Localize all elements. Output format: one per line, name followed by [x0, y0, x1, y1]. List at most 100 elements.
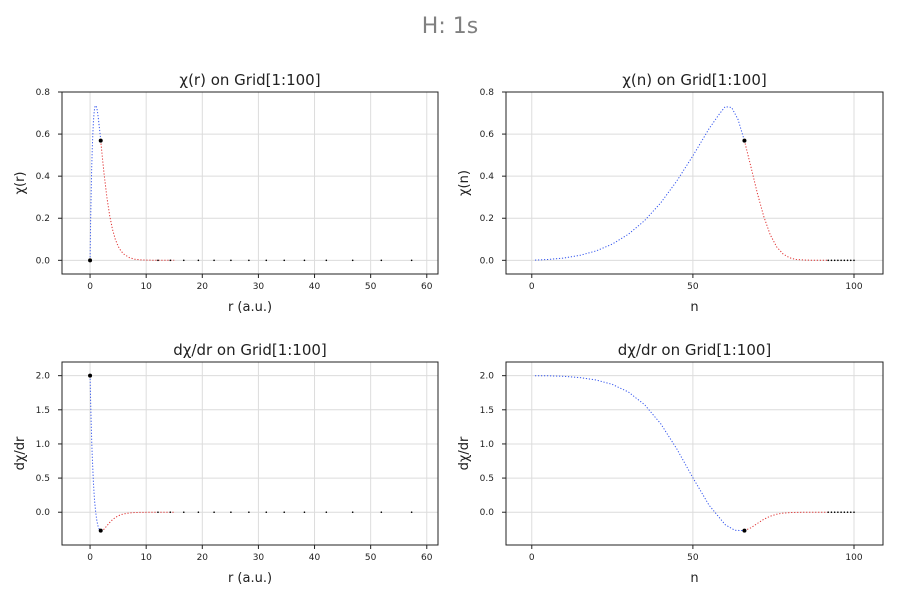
chi-r-marker	[88, 258, 93, 263]
chi-n-xlabel: n	[690, 300, 698, 315]
dchi-n-grid-point	[827, 511, 830, 514]
dchi-r-grid-point	[380, 511, 383, 514]
chi-r-ytick-label: 0.6	[36, 130, 51, 140]
chi-r-grid-point	[213, 259, 215, 262]
dchi-n-xlabel: n	[690, 571, 698, 586]
dchi-n-ytick-label: 2.0	[480, 372, 495, 382]
dchi-r-xtick-label: 10	[140, 553, 152, 563]
chi-r-xtick-label: 10	[140, 282, 152, 292]
dchi-r-xtick-label: 30	[253, 553, 265, 563]
chi-n-grid-point	[830, 259, 833, 262]
dchi-r-grid-point	[410, 511, 413, 514]
dchi-n-grid-point	[833, 511, 836, 514]
dchi-n-grid-point	[830, 511, 833, 514]
chi-n-ylabel: χ(n)	[457, 170, 472, 196]
dchi-n-xtick-label: 100	[845, 553, 862, 563]
dchi-r-xlabel: r (a.u.)	[228, 571, 272, 586]
chi-n-plot-frame	[505, 91, 884, 275]
dchi-n-xtick-label: 50	[687, 553, 699, 563]
dchi-r-marker	[88, 373, 93, 378]
dchi-n-grid-point	[853, 511, 855, 514]
dchi-r-ytick-label: 2.0	[36, 372, 51, 382]
chi-r-grid-point	[283, 259, 286, 262]
dchi-r-grid-point	[283, 511, 286, 514]
chi-r-xtick-label: 50	[365, 282, 377, 292]
chi-r-series-red	[100, 140, 175, 261]
dchi-r-grid-point	[213, 511, 215, 514]
dchi-r-ytick-label: 1.5	[36, 406, 50, 416]
dchi-r-plot-frame	[61, 361, 439, 546]
chi-r-marker	[98, 138, 103, 143]
dchi-n-grid-point	[846, 511, 849, 514]
chi-n-grid-point	[843, 259, 846, 262]
chi-r-xlabel: r (a.u.)	[228, 300, 272, 315]
chi-n-ytick-label: 0.2	[480, 214, 494, 224]
dchi-n-ytick-label: 1.0	[480, 440, 495, 450]
dchi-n-ytick-label: 0.5	[480, 474, 494, 484]
dchi-r-grid-point	[230, 511, 232, 514]
chi-r-grid-point	[303, 259, 306, 262]
chi-r-grid-point	[197, 259, 200, 262]
dchi-n-grid-point	[840, 511, 842, 514]
dchi-r-xtick-label: 50	[365, 553, 377, 563]
chi-r-ylabel: χ(r)	[13, 172, 28, 195]
dchi-r-ylabel: dχ/dr	[13, 436, 28, 470]
chi-r-ytick-label: 0.2	[36, 214, 50, 224]
dchi-r-xtick-label: 60	[421, 553, 433, 563]
chi-n-ytick-label: 0.8	[480, 88, 495, 98]
dchi-n-ytick-label: 1.5	[480, 406, 494, 416]
dchi-n-grid-point	[843, 511, 846, 514]
chi-r-grid-point	[230, 259, 232, 262]
chi-r-xtick-label: 60	[421, 282, 433, 292]
dchi-r-grid-point	[325, 511, 328, 514]
figure-title: H: 1s	[421, 14, 479, 39]
dchi-r-title: dχ/dr on Grid[1:100]	[173, 341, 327, 359]
chi-r-ytick-label: 0.0	[36, 256, 51, 266]
chi-n-grid-point	[846, 259, 849, 262]
chi-r-grid-point	[325, 259, 328, 262]
chi-n-grid-point	[833, 259, 836, 262]
dchi-n-plot-frame	[505, 361, 884, 546]
dchi-r-grid-point	[351, 511, 354, 514]
dchi-r-grid-point	[182, 511, 185, 514]
chi-r-grid-point	[265, 259, 268, 262]
chi-n-grid-point	[827, 259, 830, 262]
dchi-r-ytick-label: 1.0	[36, 440, 51, 450]
chi-n-grid-point	[837, 259, 839, 262]
chi-n-ytick-label: 0.4	[480, 172, 495, 182]
chi-r-title: χ(r) on Grid[1:100]	[179, 71, 320, 89]
chi-n-xtick-label: 100	[845, 282, 862, 292]
chi-r-xtick-label: 0	[87, 282, 93, 292]
dchi-n-grid-point	[837, 511, 839, 514]
dchi-n-marker	[742, 528, 747, 533]
chi-r-grid-point	[351, 259, 354, 262]
chi-r-xtick-label: 30	[253, 282, 265, 292]
dchi-r-grid-point	[157, 511, 159, 514]
dchi-r-xtick-label: 40	[309, 553, 321, 563]
chi-n-grid-point	[849, 259, 852, 262]
chi-n-xtick-label: 50	[687, 282, 699, 292]
chi-r-grid-point	[169, 259, 172, 262]
dchi-r-grid-point	[303, 511, 306, 514]
dchi-n-ytick-label: 0.0	[480, 508, 495, 518]
chi-n-ytick-label: 0.6	[480, 130, 495, 140]
dchi-r-ytick-label: 0.5	[36, 474, 50, 484]
chi-r-ytick-label: 0.4	[36, 172, 51, 182]
chi-r-plot-frame	[61, 91, 439, 275]
dchi-r-xtick-label: 0	[87, 553, 93, 563]
dchi-r-grid-point	[248, 511, 250, 514]
dchi-n-title: dχ/dr on Grid[1:100]	[618, 341, 772, 359]
chi-r-grid-point	[380, 259, 383, 262]
chi-n-ytick-label: 0.0	[480, 256, 495, 266]
dchi-r-grid-point	[265, 511, 268, 514]
chi-r-grid-point	[410, 259, 413, 262]
dchi-r-xtick-label: 20	[197, 553, 209, 563]
dchi-n-series-blue	[534, 375, 745, 532]
chi-r-xtick-label: 40	[309, 282, 321, 292]
chi-n-grid-point	[853, 259, 855, 262]
chi-n-xtick-label: 0	[529, 282, 535, 292]
